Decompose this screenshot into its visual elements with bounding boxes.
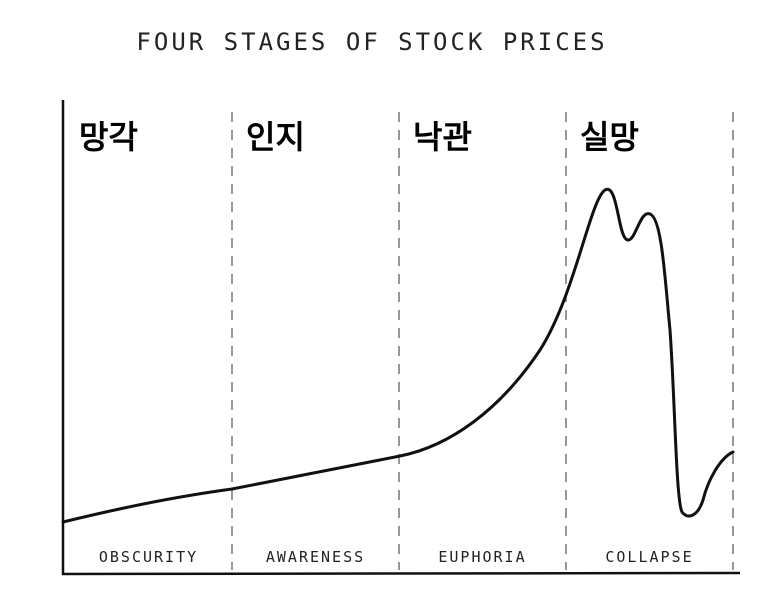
stage-labels: 망각 OBSCURITY 인지 AWARENESS 낙관 EUPHORIA 실망 COLLAP… <box>79 118 693 566</box>
x-axis <box>61 571 741 576</box>
stage-label-en: COLLAPSE <box>605 548 693 566</box>
stage-label-ko: 낙관 <box>413 118 472 156</box>
stage-label-en: AWARENESS <box>266 548 365 566</box>
stage-label-en: OBSCURITY <box>99 548 198 566</box>
price-curve <box>61 187 735 524</box>
title: FOUR STAGES OF STOCK PRICES <box>136 28 607 56</box>
stage-label-en: EUPHORIA <box>438 548 526 566</box>
stage-label-ko: 인지 <box>246 118 305 156</box>
stage-label-ko: 망각 <box>79 118 138 156</box>
dividers <box>231 112 734 570</box>
stage-label-ko: 실망 <box>580 118 639 156</box>
